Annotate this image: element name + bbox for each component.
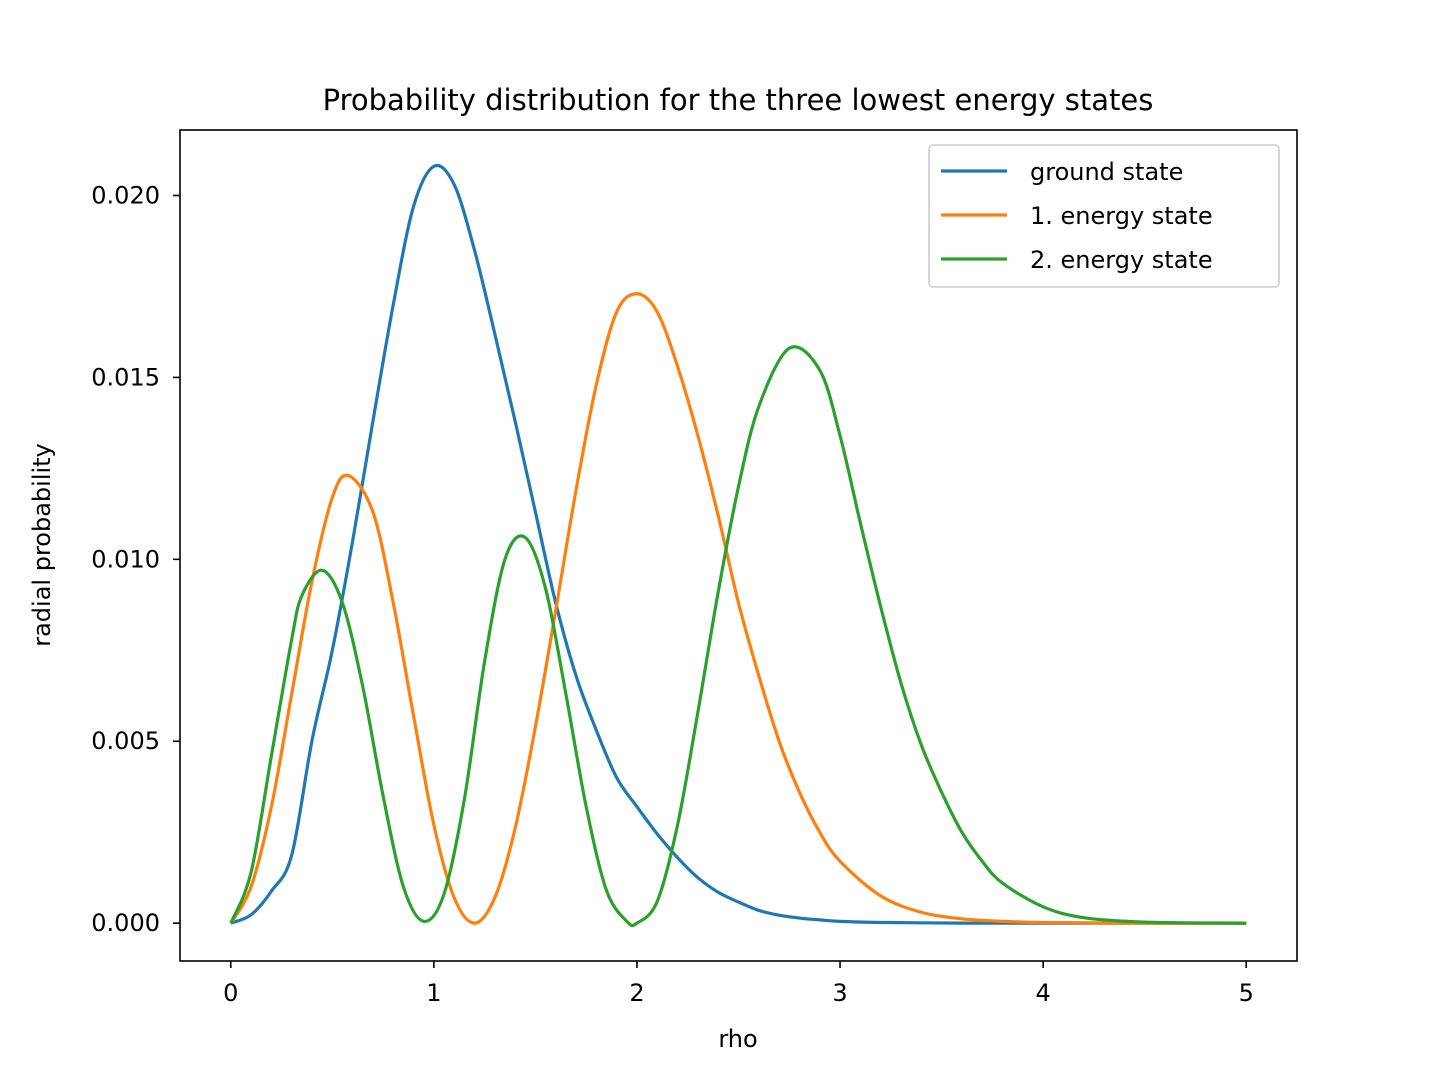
y-axis-ticks: 0.000 0.005 0.010 0.015 0.020 (91, 181, 180, 937)
legend-label-3: 2. energy state (1030, 246, 1213, 274)
y-axis-label: radial probability (28, 443, 56, 647)
legend-frame (928, 144, 1280, 288)
x-tick-label: 0 (223, 979, 238, 1007)
x-axis-ticks: 0 1 2 3 4 5 (223, 961, 1254, 1007)
y-tick-label: 0.005 (91, 727, 160, 755)
x-tick-label: 3 (832, 979, 847, 1007)
legend-label-2: 1. energy state (1030, 202, 1213, 230)
series-layer (229, 163, 1247, 928)
x-tick-label: 1 (426, 979, 441, 1007)
plot-area: 0 1 2 3 4 5 0.000 0.005 0.010 0.015 0.020 (91, 129, 1298, 1007)
legend-label-1: ground state (1030, 158, 1183, 186)
x-tick-label: 2 (629, 979, 644, 1007)
legend: ground state 1. energy state 2. energy sta… (928, 144, 1280, 288)
series-line-2 (229, 292, 1247, 925)
legend-entries: ground state 1. energy state 2. energy sta… (941, 158, 1213, 274)
series-line-3 (229, 345, 1247, 928)
chart-title: Probability distribution for the three l… (323, 83, 1154, 117)
y-tick-label: 0.015 (91, 363, 160, 391)
y-tick-label: 0.000 (91, 909, 160, 937)
x-axis-label: rho (718, 1025, 757, 1053)
x-tick-label: 5 (1239, 979, 1254, 1007)
y-tick-label: 0.010 (91, 545, 160, 573)
y-tick-label: 0.020 (91, 181, 160, 209)
plot-frame (179, 129, 1298, 962)
x-tick-label: 4 (1035, 979, 1050, 1007)
series-line-1 (230, 163, 1247, 925)
